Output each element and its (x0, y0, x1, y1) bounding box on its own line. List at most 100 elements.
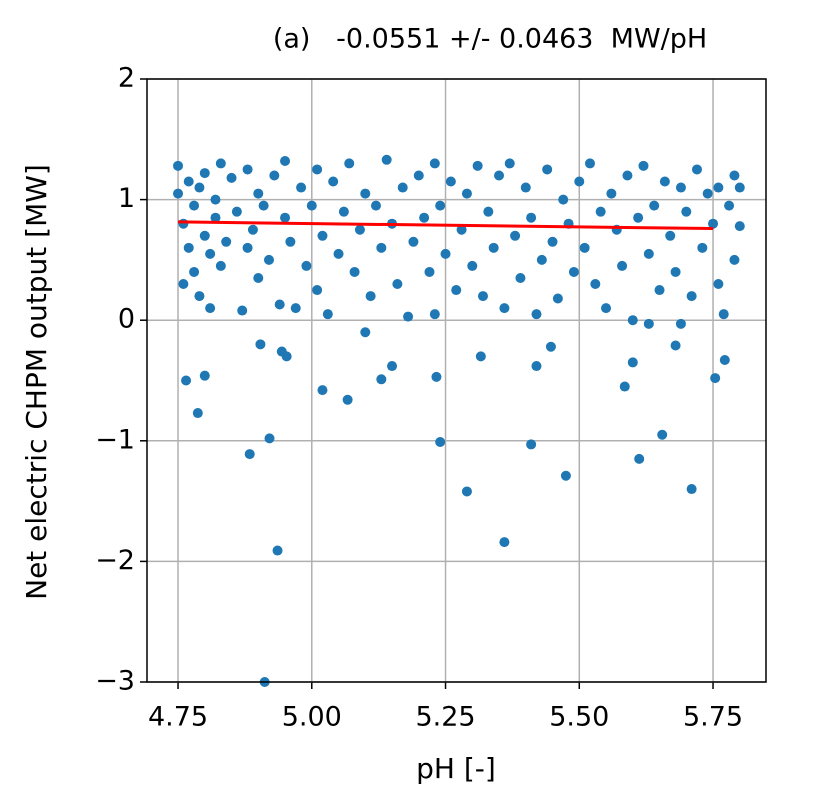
point (431, 371, 442, 382)
point (247, 224, 258, 235)
point (199, 230, 210, 241)
point (242, 242, 253, 253)
point (387, 361, 398, 372)
point (702, 188, 713, 199)
point (392, 279, 403, 290)
point (272, 545, 283, 556)
point (531, 309, 542, 320)
point (376, 242, 387, 253)
point (686, 484, 697, 495)
point (181, 375, 192, 386)
point (397, 182, 408, 193)
y-axis-label: Net electric CHPM output [MW] (20, 164, 53, 600)
point (205, 303, 216, 314)
point (494, 170, 505, 181)
point (734, 221, 745, 232)
point (429, 309, 440, 320)
trend-line (178, 220, 714, 231)
point (488, 242, 499, 253)
point (665, 230, 676, 241)
point (472, 160, 483, 171)
point (178, 279, 189, 290)
point (435, 437, 446, 448)
y-tick-label: −2 (95, 545, 135, 576)
point (560, 470, 571, 481)
point (413, 170, 424, 181)
point (221, 236, 232, 247)
point (657, 429, 668, 440)
point (643, 248, 654, 259)
point (231, 206, 242, 217)
point (274, 299, 285, 310)
point (333, 248, 344, 259)
point (547, 236, 558, 247)
point (526, 439, 537, 450)
point (258, 200, 269, 211)
point (670, 340, 681, 351)
point (199, 168, 210, 179)
x-axis-label: pH [-] (416, 752, 496, 785)
point (558, 194, 569, 205)
point (244, 449, 255, 460)
point (579, 242, 590, 253)
point (681, 206, 692, 217)
chart-title: (a) -0.0551 +/- 0.0463 MW/pH (273, 24, 707, 55)
point (342, 394, 353, 405)
point (237, 305, 248, 316)
x-tick-label: 5.75 (683, 702, 743, 733)
x-tick-label: 4.75 (148, 702, 208, 733)
point (269, 170, 280, 181)
point (328, 176, 339, 187)
point (467, 260, 478, 271)
point (189, 266, 200, 277)
point (344, 158, 355, 169)
point (504, 158, 515, 169)
point (215, 158, 226, 169)
point (312, 164, 323, 175)
y-tick-label: −1 (95, 424, 135, 455)
point (542, 164, 553, 175)
point (199, 370, 210, 381)
point (713, 279, 724, 290)
point (719, 354, 730, 365)
point (461, 188, 472, 199)
point (281, 351, 292, 362)
point (606, 188, 617, 199)
point (713, 182, 724, 193)
point (429, 158, 440, 169)
point (461, 486, 472, 497)
point (424, 266, 435, 277)
point (654, 285, 665, 296)
point (622, 170, 633, 181)
point (370, 200, 381, 211)
point (173, 188, 184, 199)
point (691, 164, 702, 175)
point (226, 172, 237, 183)
point (376, 374, 387, 385)
y-tick-label: 1 (118, 183, 135, 214)
point (627, 315, 638, 326)
point (708, 218, 719, 229)
point (205, 248, 216, 259)
point (552, 293, 563, 304)
point (568, 266, 579, 277)
point (242, 164, 253, 175)
point (697, 242, 708, 253)
point (189, 200, 200, 211)
point (729, 170, 740, 181)
point (475, 351, 486, 362)
point (584, 158, 595, 169)
point (659, 176, 670, 187)
point (253, 188, 264, 199)
point (285, 236, 296, 247)
point (178, 218, 189, 229)
x-tick-label: 5.25 (415, 702, 475, 733)
point (435, 200, 446, 211)
point (633, 212, 644, 223)
point (183, 176, 194, 187)
point (215, 260, 226, 271)
point (264, 433, 275, 444)
point (649, 200, 660, 211)
point (545, 341, 556, 352)
point (280, 156, 291, 167)
